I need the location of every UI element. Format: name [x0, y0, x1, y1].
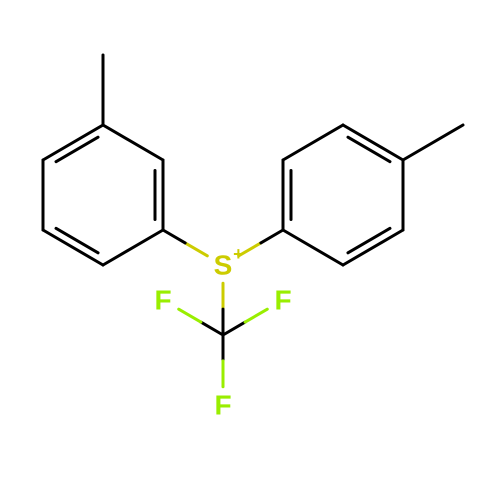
- atom-label: F: [274, 285, 291, 316]
- bond: [245, 309, 267, 322]
- bond: [43, 125, 103, 160]
- bond: [103, 230, 163, 265]
- atom-label: F: [214, 390, 231, 421]
- bond: [283, 230, 343, 265]
- bond: [343, 230, 403, 265]
- bond: [43, 230, 103, 265]
- bond: [283, 125, 343, 160]
- bond: [185, 243, 207, 256]
- bond: [163, 230, 185, 243]
- bond: [223, 322, 245, 335]
- atom-label: S: [214, 250, 233, 281]
- bond: [179, 309, 201, 322]
- atom-charge: +: [233, 244, 244, 264]
- bond: [201, 322, 223, 335]
- molecule-diagram: S+ F F F: [0, 0, 500, 500]
- bond: [343, 125, 403, 160]
- bond: [403, 125, 463, 160]
- bond: [261, 230, 283, 243]
- atom-label: F: [154, 285, 171, 316]
- bond: [103, 125, 163, 160]
